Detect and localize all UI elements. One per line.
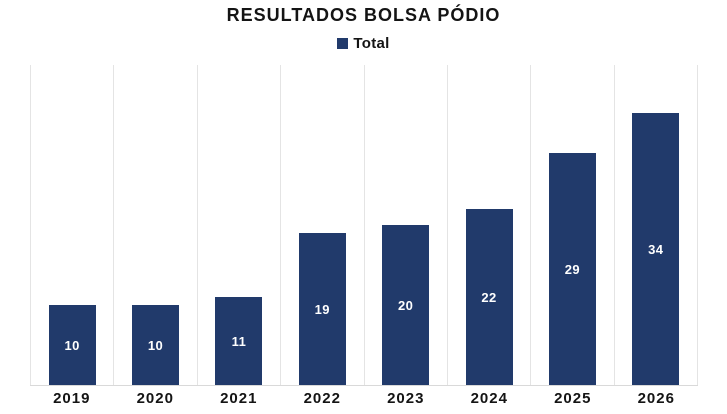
bar-value-label: 22 [481, 289, 497, 305]
category-cell: 34 [613, 65, 697, 385]
bar-2019: 10 [48, 305, 96, 385]
category-cell: 10 [113, 65, 196, 385]
category-cell: 19 [280, 65, 363, 385]
category-cell: 29 [530, 65, 613, 385]
bar-2025: 29 [548, 153, 596, 385]
legend-swatch-total [337, 38, 349, 49]
bar-value-label: 29 [564, 261, 581, 277]
x-axis-labels: 2019 2020 2021 2022 2023 2024 2025 2026 [30, 390, 698, 407]
bar-2021: 11 [215, 297, 263, 385]
legend-label-total: Total [353, 35, 390, 52]
x-tick-label: 2024 [470, 390, 508, 407]
x-tick-label: 2023 [387, 390, 425, 407]
bar-value-label: 10 [64, 337, 80, 353]
x-tick-label: 2021 [220, 390, 258, 407]
bar-value-label: 10 [147, 337, 164, 353]
bar-value-label: 11 [231, 333, 247, 349]
chart-title: RESULTADOS BOLSA PÓDIO [226, 5, 501, 25]
bar-value-label: 34 [648, 241, 664, 257]
x-tick-label: 2025 [554, 390, 592, 407]
category-cell: 20 [363, 65, 447, 385]
bar-2020: 10 [132, 305, 180, 385]
bar-value-label: 19 [314, 301, 331, 317]
legend: Total [0, 35, 727, 52]
x-tick-label: 2019 [53, 390, 91, 407]
bar-2026: 34 [632, 113, 680, 385]
bar-2024: 22 [465, 209, 513, 385]
x-tick-label: 2020 [136, 390, 174, 407]
category-cell: 11 [196, 65, 280, 385]
bar-2022: 19 [298, 233, 346, 385]
category-cell: 22 [446, 65, 530, 385]
category-cell: 10 [30, 65, 113, 385]
bar-value-label: 20 [397, 297, 414, 313]
bar-2023: 20 [382, 225, 430, 385]
x-tick-label: 2026 [637, 390, 675, 407]
x-tick-label: 2022 [303, 390, 341, 407]
x-axis-line [30, 385, 698, 386]
plot-area: 10 10 11 19 20 22 29 34 [30, 65, 698, 385]
